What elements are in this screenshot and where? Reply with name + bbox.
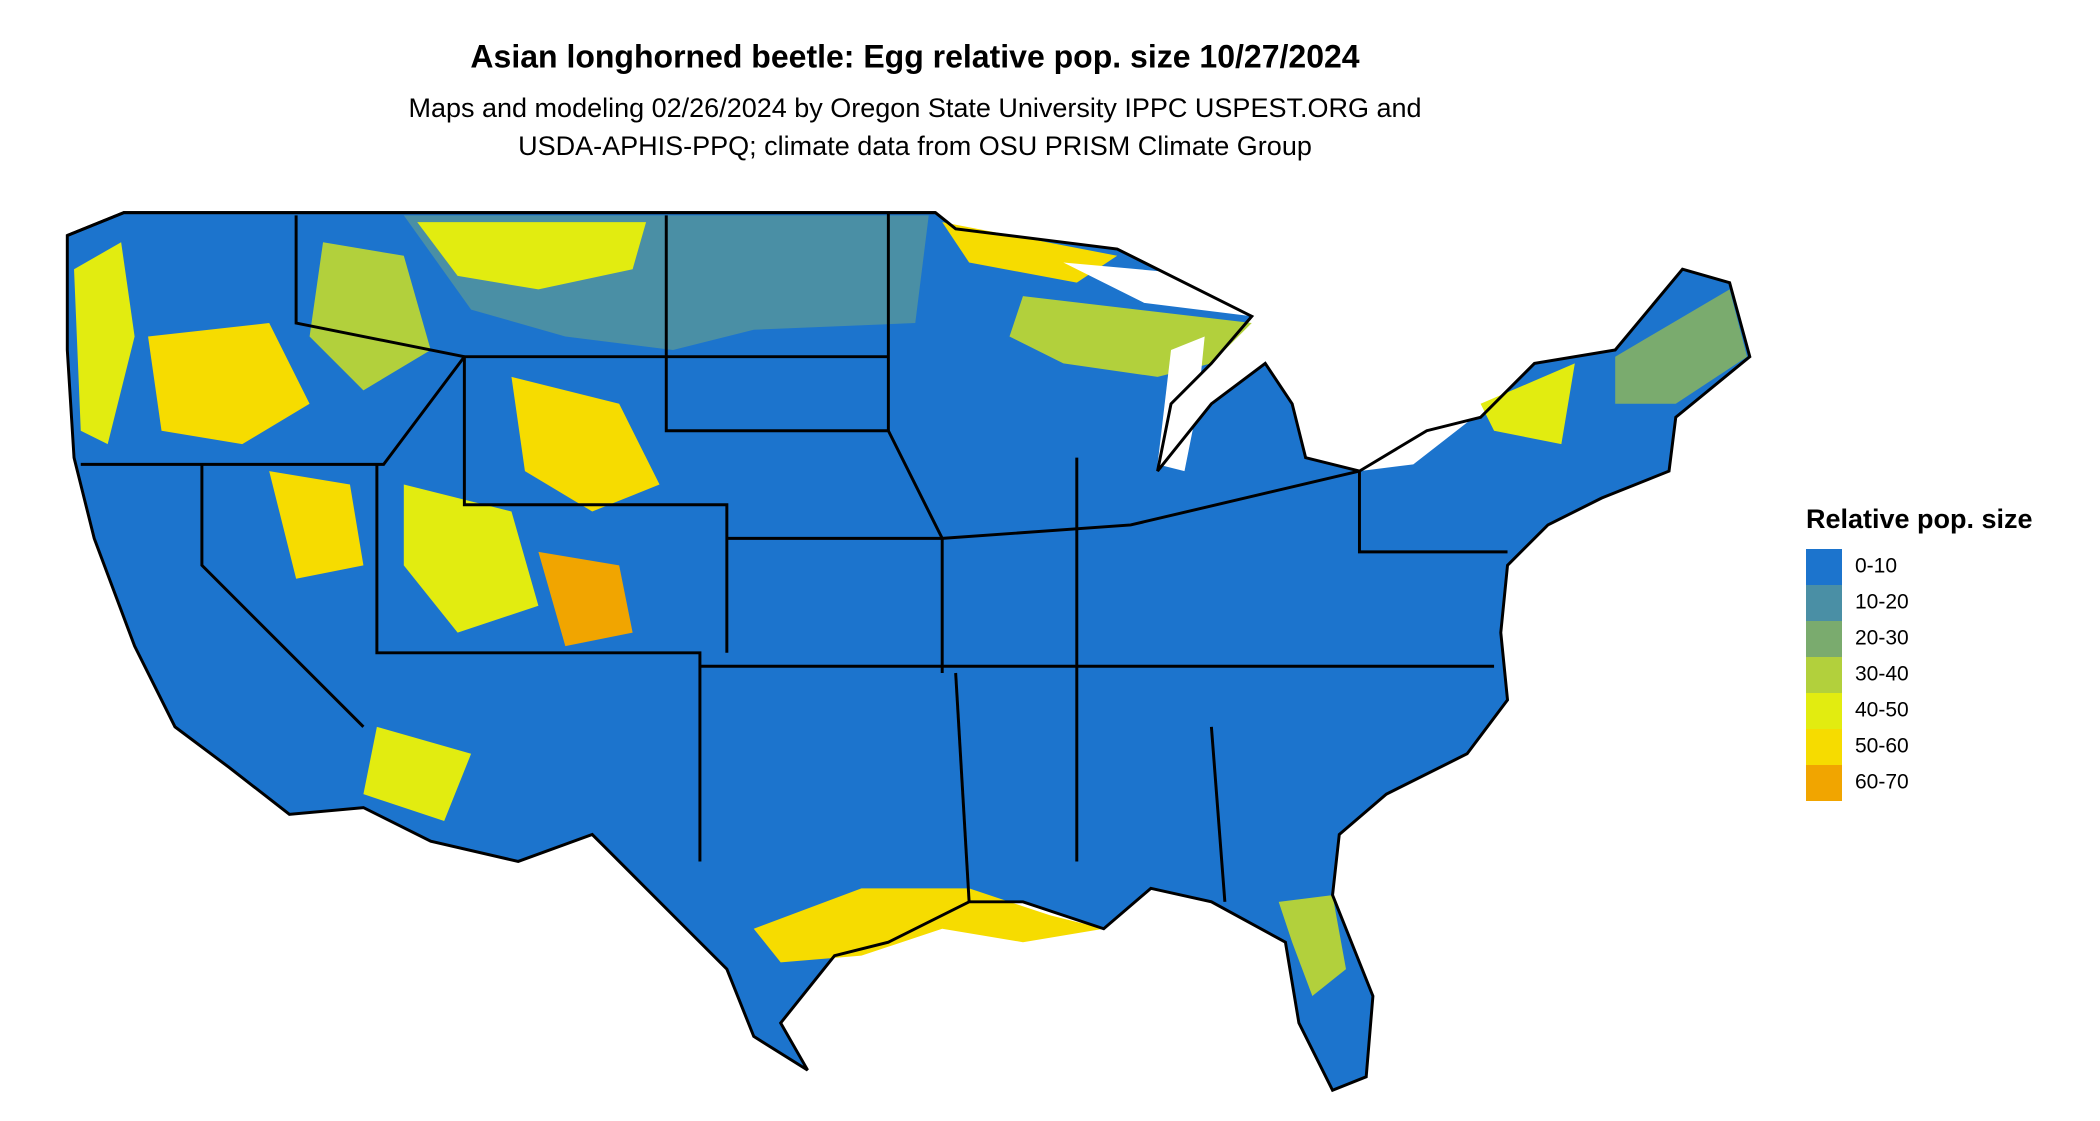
legend-title: Relative pop. size: [1806, 504, 2033, 534]
legend-swatch: [1806, 585, 1842, 621]
legend-swatch: [1806, 693, 1842, 729]
legend-label: 60-70: [1855, 771, 1909, 794]
suitability-zone: [74, 242, 135, 445]
state-border: [1357, 471, 1508, 554]
legend-label: 0-10: [1855, 555, 1897, 578]
lake: [1063, 262, 1252, 317]
suitability-zone: [417, 222, 647, 290]
map-title: Asian longhorned beetle: Egg relative po…: [470, 38, 1359, 74]
suitability-zone: [753, 888, 1104, 963]
state-border: [294, 215, 465, 359]
legend-label: 10-20: [1855, 591, 1909, 614]
legend-swatch: [1806, 765, 1842, 801]
map-subtitle: Maps and modeling 02/26/2024 by Oregon S…: [408, 93, 1421, 123]
legend-swatch: [1806, 657, 1842, 693]
us-outline: [65, 211, 1752, 1093]
legend-swatch: [1806, 549, 1842, 585]
state-border: [726, 469, 1360, 540]
legend-label: 50-60: [1855, 735, 1909, 758]
suitability-zone: [1615, 289, 1748, 404]
suitability-zone: [269, 471, 364, 579]
state-border: [200, 464, 365, 728]
lake: [1157, 336, 1205, 472]
legend-swatch: [1806, 729, 1842, 765]
legend: 0-10 10-20 20-30 30-40 40-50 50-60 60-70: [1806, 549, 1909, 801]
state-border: [954, 672, 971, 902]
legend-label: 20-30: [1855, 627, 1909, 650]
lake: [1359, 417, 1474, 472]
suitability-zone: [148, 323, 310, 445]
suitability-zone: [403, 484, 539, 633]
suitability-zone: [942, 222, 1118, 283]
suitability-zone: [363, 726, 472, 822]
legend-label: 30-40: [1855, 663, 1909, 686]
suitability-zone: [1278, 895, 1346, 997]
suitability-zone: [309, 242, 431, 391]
map-subtitle: USDA-APHIS-PPQ; climate data from OSU PR…: [518, 131, 1312, 161]
state-border: [1209, 726, 1227, 902]
map: [65, 211, 1752, 1093]
us-landmass: [67, 212, 1750, 1091]
state-border: [80, 355, 889, 466]
suitability-zone: [538, 551, 633, 647]
suitability-zone: [511, 376, 660, 512]
legend-label: 40-50: [1855, 699, 1909, 722]
state-border: [375, 464, 702, 862]
suitability-zone: [1480, 363, 1575, 445]
legend-swatch: [1806, 621, 1842, 657]
state-border: [462, 356, 729, 653]
